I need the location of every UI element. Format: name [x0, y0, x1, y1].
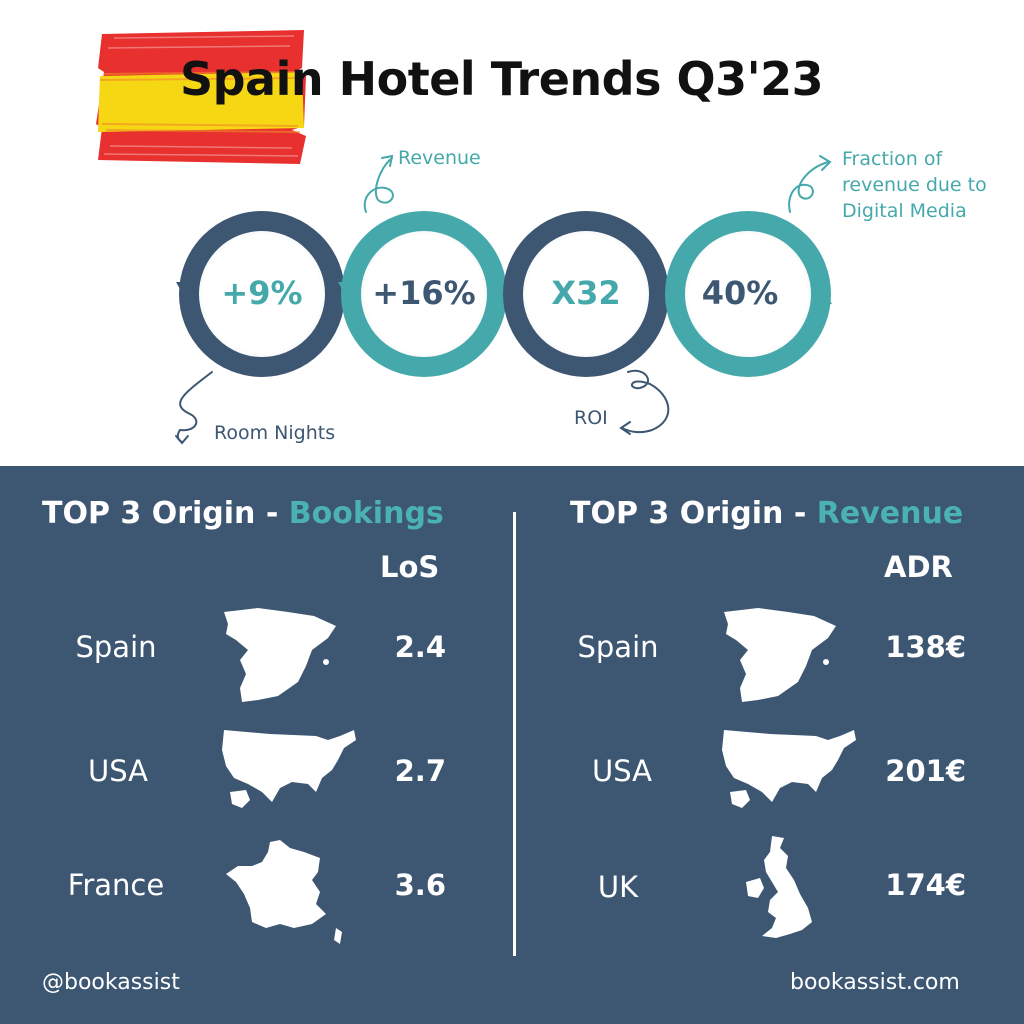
metric-value-roi: X32 — [551, 274, 621, 312]
bookings-title-prefix: TOP 3 Origin - — [42, 496, 289, 531]
revenue-country-2: USA — [591, 754, 652, 788]
label-room-nights: Room Nights — [214, 422, 336, 444]
spain-flag-icon — [96, 30, 306, 164]
label-digital-media-line-1: Fraction of — [842, 148, 943, 170]
ring-digital-media — [665, 211, 832, 377]
ring-room-nights — [176, 211, 345, 377]
metric-value-room-nights: +9% — [221, 274, 303, 312]
revenue-title: TOP 3 Origin - Revenue — [570, 496, 963, 531]
footer-site[interactable]: bookassist.com — [790, 970, 960, 995]
ring-roi — [503, 211, 670, 377]
arrow-room-nights-icon — [176, 371, 213, 443]
metric-value-digital-media: 40% — [701, 274, 779, 312]
bottom-panel — [0, 466, 1024, 1024]
france-map-icon — [226, 840, 342, 944]
revenue-value-2: 201€ — [885, 754, 966, 788]
bookings-country-2: USA — [87, 754, 148, 788]
bookings-country-3: France — [67, 868, 165, 902]
spain-map-icon — [224, 608, 336, 702]
metric-value-revenue: +16% — [372, 274, 476, 312]
page-title: Spain Hotel Trends Q3'23 — [180, 52, 824, 106]
uk-map-icon — [746, 836, 812, 938]
revenue-column-header: ADR — [884, 550, 953, 584]
panel-divider — [513, 512, 516, 956]
revenue-value-3: 174€ — [885, 868, 966, 902]
bookings-value-2: 2.7 — [394, 754, 446, 788]
revenue-country-1: Spain — [577, 630, 659, 664]
footer-handle[interactable]: @bookassist — [42, 970, 180, 995]
label-roi: ROI — [574, 407, 608, 429]
bookings-value-3: 3.6 — [394, 868, 446, 902]
spain-map-icon — [724, 608, 836, 702]
arrow-digital-media-icon — [788, 161, 829, 213]
label-digital-media: Fraction of revenue due to Digital Media — [842, 146, 987, 224]
revenue-title-prefix: TOP 3 Origin - — [570, 496, 817, 531]
revenue-title-highlight: Revenue — [816, 496, 964, 531]
arrow-revenue-icon — [363, 157, 394, 213]
bookings-country-1: Spain — [75, 630, 157, 664]
arrow-roi-icon — [621, 369, 670, 434]
label-digital-media-line-3: Digital Media — [842, 200, 967, 222]
label-digital-media-line-2: revenue due to — [842, 174, 987, 196]
usa-map-icon — [222, 730, 356, 808]
revenue-country-3: UK — [597, 870, 639, 904]
metrics-rings — [175, 154, 832, 445]
bookings-value-1: 2.4 — [394, 630, 446, 664]
bookings-title-highlight: Bookings — [288, 496, 444, 531]
bookings-column-header: LoS — [380, 550, 440, 584]
revenue-value-1: 138€ — [885, 630, 966, 664]
bookings-title: TOP 3 Origin - Bookings — [42, 496, 444, 531]
label-revenue: Revenue — [398, 147, 481, 169]
usa-map-icon — [722, 730, 856, 808]
ring-revenue — [338, 211, 520, 377]
